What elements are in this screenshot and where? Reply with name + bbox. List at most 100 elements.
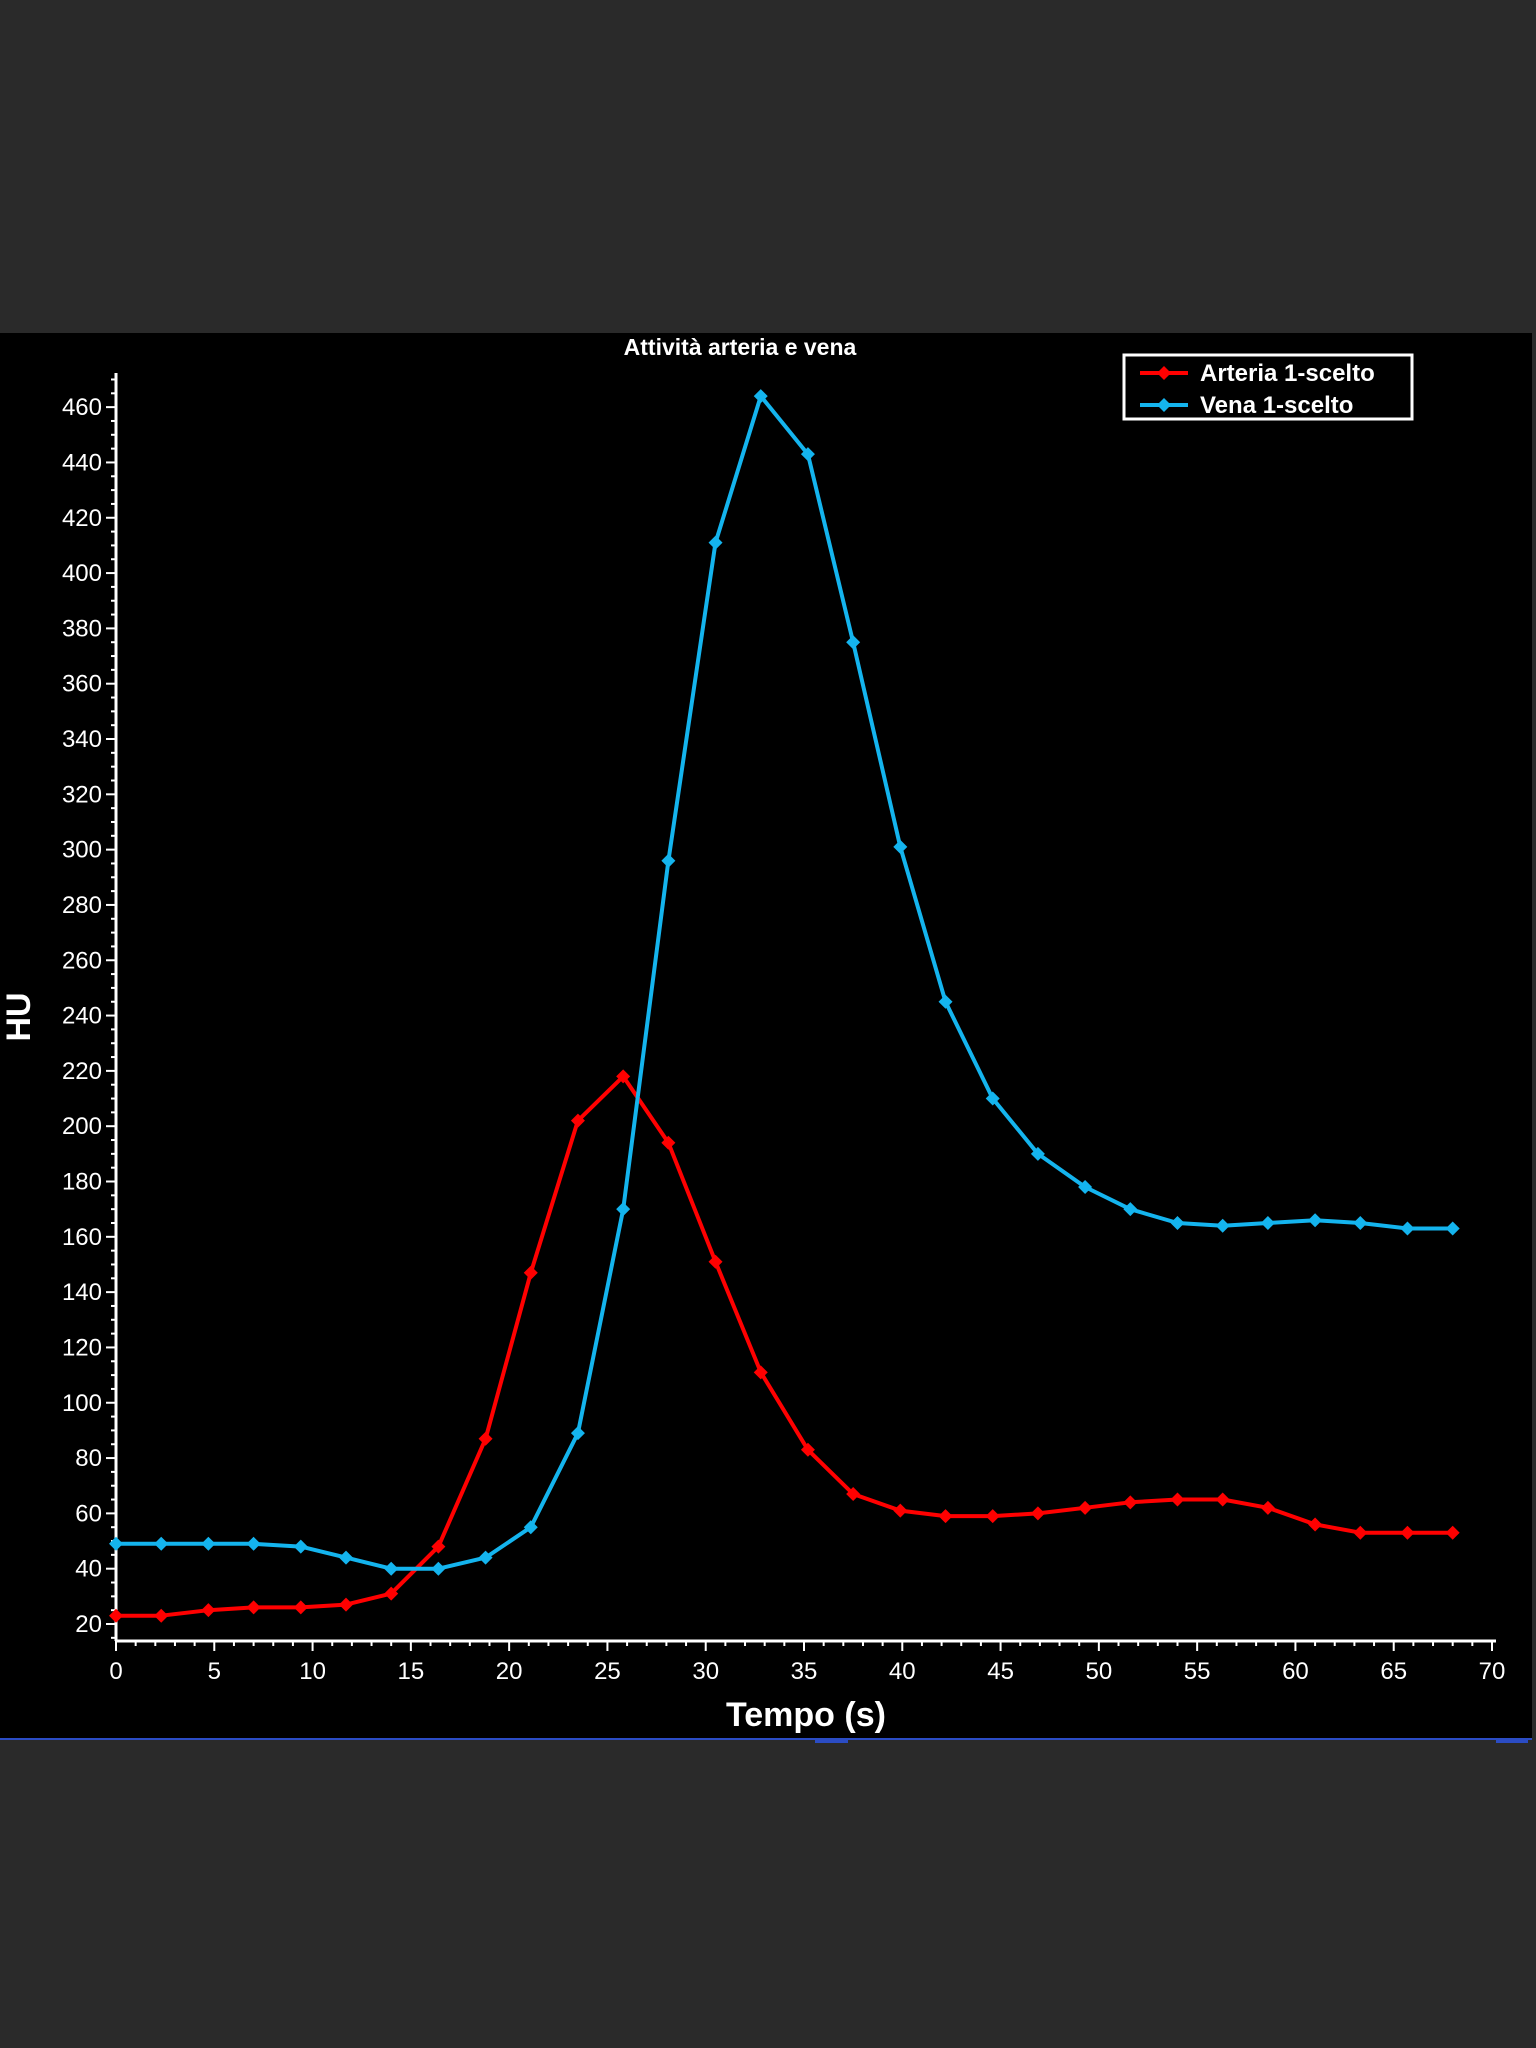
y-tick-label: 80	[75, 1445, 102, 1472]
x-tick-label: 35	[791, 1658, 818, 1685]
data-point	[154, 1536, 169, 1551]
y-tick-label: 400	[62, 560, 102, 587]
data-point	[846, 635, 861, 650]
data-point	[1308, 1517, 1323, 1532]
data-point	[293, 1539, 308, 1554]
chart-panel: Attività arteria e vena 20 40 60 80 100 120 14…	[0, 333, 1532, 1739]
y-tick-label: 340	[62, 726, 102, 753]
x-tick-label: 50	[1086, 1658, 1113, 1685]
data-point	[246, 1536, 261, 1551]
x-tick-label: 40	[889, 1658, 916, 1685]
scroll-marker	[1496, 1738, 1528, 1743]
data-point	[293, 1600, 308, 1615]
data-point	[985, 1509, 1000, 1524]
data-point	[753, 389, 768, 404]
data-point	[1170, 1492, 1185, 1507]
data-point	[478, 1431, 493, 1446]
data-point	[201, 1603, 216, 1618]
data-point	[1215, 1492, 1230, 1507]
data-point	[1030, 1146, 1045, 1161]
y-tick-label: 60	[75, 1500, 102, 1527]
data-point	[1308, 1213, 1323, 1228]
data-point	[846, 1487, 861, 1502]
x-tick-label: 45	[987, 1658, 1014, 1685]
data-point	[1215, 1218, 1230, 1233]
panel-bottom-border	[0, 1738, 1532, 1740]
x-tick-label: 15	[398, 1658, 425, 1685]
series-layer	[109, 389, 1460, 1623]
y-tick-label: 360	[62, 671, 102, 698]
scroll-marker	[815, 1738, 848, 1743]
data-point	[1123, 1202, 1138, 1217]
y-tick-label: 280	[62, 892, 102, 919]
y-tick-label: 320	[62, 781, 102, 808]
legend: Arteria 1-scelto Vena 1-scelto	[1122, 353, 1414, 421]
data-point	[616, 1069, 631, 1084]
data-point	[708, 1254, 723, 1269]
data-point	[338, 1550, 353, 1565]
legend-swatch-marker	[1157, 366, 1171, 380]
data-point	[1445, 1221, 1460, 1236]
series-arteria	[109, 1069, 1460, 1623]
data-point	[985, 1091, 1000, 1106]
y-tick-label: 160	[62, 1224, 102, 1251]
y-tick-label: 20	[75, 1611, 102, 1638]
x-axis-ticks: 0 5 10 15 20 25 30 35 40 45 50 55 60 65 70	[109, 1641, 1505, 1685]
data-point	[570, 1113, 585, 1128]
data-point	[431, 1561, 446, 1576]
x-tick-label: 30	[692, 1658, 719, 1685]
data-point	[1030, 1506, 1045, 1521]
y-tick-label: 180	[62, 1169, 102, 1196]
y-tick-label: 120	[62, 1334, 102, 1361]
data-point	[570, 1426, 585, 1441]
y-tick-label: 460	[62, 394, 102, 421]
y-tick-label: 140	[62, 1279, 102, 1306]
chart-title: Attività arteria e vena	[624, 334, 857, 360]
x-tick-label: 10	[299, 1658, 326, 1685]
data-point	[523, 1265, 538, 1280]
data-point	[800, 447, 815, 462]
data-point	[338, 1597, 353, 1612]
data-point	[154, 1608, 169, 1623]
data-point	[384, 1586, 399, 1601]
data-point	[616, 1202, 631, 1217]
x-axis-title: Tempo (s)	[726, 1696, 886, 1734]
series-line	[116, 1074, 1453, 1618]
y-tick-label: 440	[62, 449, 102, 476]
x-tick-label: 70	[1479, 1658, 1506, 1685]
data-point	[661, 853, 676, 868]
data-point	[1400, 1525, 1415, 1540]
data-point	[1123, 1495, 1138, 1510]
x-tick-label: 20	[496, 1658, 523, 1685]
line-chart: Attività arteria e vena 2040608010012014…	[0, 334, 1505, 1734]
data-point	[109, 1608, 123, 1623]
data-point	[1260, 1215, 1275, 1230]
data-point	[708, 535, 723, 550]
x-tick-label: 60	[1282, 1658, 1309, 1685]
x-tick-label: 5	[208, 1658, 221, 1685]
data-point	[1353, 1525, 1368, 1540]
y-tick-label: 300	[62, 837, 102, 864]
y-tick-label: 200	[62, 1113, 102, 1140]
data-point	[431, 1539, 446, 1554]
data-point	[753, 1365, 768, 1380]
legend-box	[1122, 353, 1414, 421]
data-point	[523, 1520, 538, 1535]
series-vena	[109, 389, 1460, 1576]
data-point	[109, 1536, 123, 1551]
data-point	[1445, 1525, 1460, 1540]
x-tick-label: 25	[594, 1658, 621, 1685]
x-tick-label: 55	[1184, 1658, 1211, 1685]
data-point	[661, 1135, 676, 1150]
data-point	[1260, 1500, 1275, 1515]
data-point	[938, 1509, 953, 1524]
data-point	[1170, 1215, 1185, 1230]
data-point	[1353, 1215, 1368, 1230]
y-tick-label: 380	[62, 615, 102, 642]
legend-label: Vena 1-scelto	[1200, 392, 1353, 419]
data-point	[384, 1561, 399, 1576]
data-point	[893, 1503, 908, 1518]
legend-swatch-marker	[1157, 398, 1171, 412]
legend-items: Arteria 1-scelto Vena 1-scelto	[1140, 360, 1375, 419]
y-tick-label: 40	[75, 1556, 102, 1583]
